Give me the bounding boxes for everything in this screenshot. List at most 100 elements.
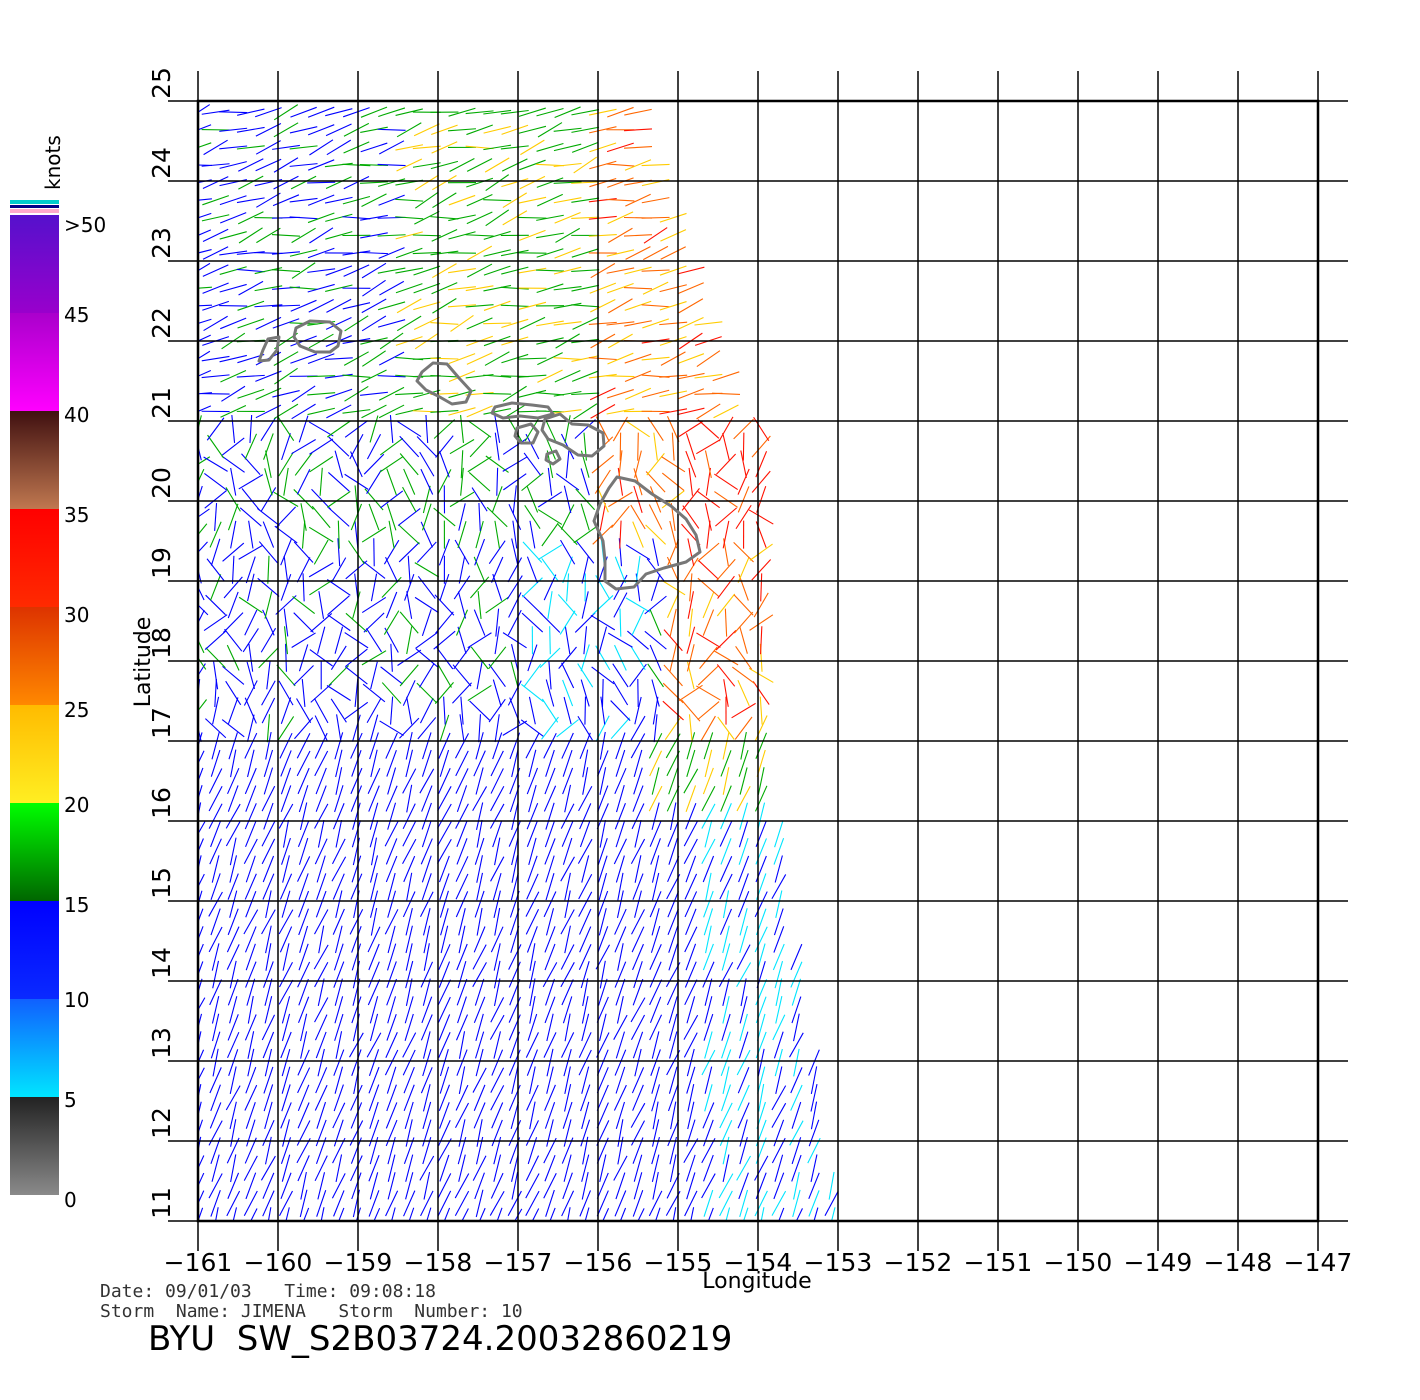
wind-barb xyxy=(342,302,371,310)
lon-tick-label: −161 xyxy=(164,1248,233,1277)
wind-barb xyxy=(432,298,457,314)
wind-barb xyxy=(229,855,238,883)
wind-barb xyxy=(625,597,651,613)
wind-barb xyxy=(494,520,501,549)
wind-barb xyxy=(526,820,538,848)
wind-barb xyxy=(291,227,316,244)
wind-barb xyxy=(452,682,472,704)
wind-barb xyxy=(307,106,335,118)
wind-barb xyxy=(651,802,660,830)
wind-barb xyxy=(588,321,617,325)
wind-barb xyxy=(757,767,765,795)
wind-barb xyxy=(596,1067,609,1094)
wind-barb xyxy=(737,486,750,513)
wind-barb xyxy=(419,768,435,794)
wind-barb xyxy=(685,433,696,461)
wind-barb xyxy=(579,820,591,848)
wind-barb xyxy=(722,1066,730,1094)
wind-barb xyxy=(198,318,212,324)
wind-barb xyxy=(749,543,773,561)
wind-barb xyxy=(614,767,627,795)
wind-barb xyxy=(307,375,336,378)
wind-barb xyxy=(262,521,275,548)
wind-barb xyxy=(395,392,424,396)
wind-barb xyxy=(617,467,624,496)
wind-barb xyxy=(398,524,420,545)
wind-barb xyxy=(457,996,467,1024)
wind-barb xyxy=(619,520,622,549)
wind-barb xyxy=(705,872,712,901)
wind-barb xyxy=(261,838,276,865)
wind-barb xyxy=(437,1190,452,1217)
wind-barb xyxy=(563,1048,572,1077)
wind-barb xyxy=(283,555,289,584)
wind-barb xyxy=(672,1207,677,1221)
wind-barb xyxy=(602,1208,610,1221)
wind-barb xyxy=(454,539,470,565)
wind-barb xyxy=(473,926,486,953)
wind-barb xyxy=(778,1207,785,1221)
wind-barb xyxy=(236,268,265,273)
wind-barb xyxy=(291,262,316,279)
wind-barb xyxy=(366,1032,382,1058)
wind-barb xyxy=(403,468,416,495)
wind-barb xyxy=(198,456,211,465)
lon-tick-label: −148 xyxy=(1204,1248,1273,1277)
wind-barb xyxy=(501,266,529,275)
wind-barb xyxy=(537,491,563,508)
wind-barb xyxy=(258,541,278,564)
wind-barb xyxy=(266,714,271,743)
wind-barb xyxy=(198,567,202,584)
wind-barb xyxy=(455,856,469,882)
wind-barb xyxy=(267,1207,272,1221)
wind-barb xyxy=(520,139,545,156)
wind-barb xyxy=(439,873,450,900)
wind-barb xyxy=(261,697,276,724)
wind-barb xyxy=(581,1154,590,1182)
wind-barb xyxy=(508,592,522,618)
wind-barb xyxy=(465,304,494,308)
wind-barb xyxy=(556,719,579,738)
wind-barb xyxy=(198,1049,205,1064)
wind-barb xyxy=(245,961,257,988)
wind-barb xyxy=(667,1084,679,1112)
wind-barb xyxy=(331,856,347,882)
wind-barb xyxy=(544,767,556,795)
wind-barb xyxy=(599,819,606,848)
wind-barb xyxy=(271,234,301,237)
wind-barb xyxy=(456,943,468,971)
wind-barb xyxy=(226,644,240,671)
wind-barb xyxy=(221,385,246,402)
wind-barb xyxy=(430,160,459,170)
wind-barb xyxy=(757,1066,766,1094)
wind-barb xyxy=(363,612,385,633)
wind-barb xyxy=(361,315,387,332)
wind-barb xyxy=(697,665,719,686)
wind-barb xyxy=(561,1032,575,1058)
wind-barb xyxy=(448,286,476,291)
wind-barb xyxy=(632,978,644,1006)
wind-barb xyxy=(433,507,456,527)
wind-barb xyxy=(651,872,660,901)
wind-barb xyxy=(716,558,736,581)
wind-barb xyxy=(296,698,312,723)
wind-barb xyxy=(648,1190,663,1217)
wind-barb xyxy=(243,909,259,935)
wind-barb xyxy=(362,350,386,367)
wind-barb xyxy=(596,1049,609,1076)
wind-barb xyxy=(316,1101,327,1129)
wind-barb xyxy=(545,1189,555,1217)
wind-barb xyxy=(198,304,213,307)
wind-barb xyxy=(405,749,414,778)
wind-barb xyxy=(212,1048,219,1077)
wind-barb xyxy=(244,433,258,460)
wind-barb xyxy=(649,961,662,988)
wind-barb xyxy=(243,1155,258,1181)
wind-barb xyxy=(413,301,441,311)
wind-barb xyxy=(350,1084,363,1111)
wind-barb xyxy=(370,907,378,936)
wind-barb xyxy=(229,837,237,866)
wind-barb xyxy=(466,194,493,207)
wind-barb xyxy=(227,908,239,936)
